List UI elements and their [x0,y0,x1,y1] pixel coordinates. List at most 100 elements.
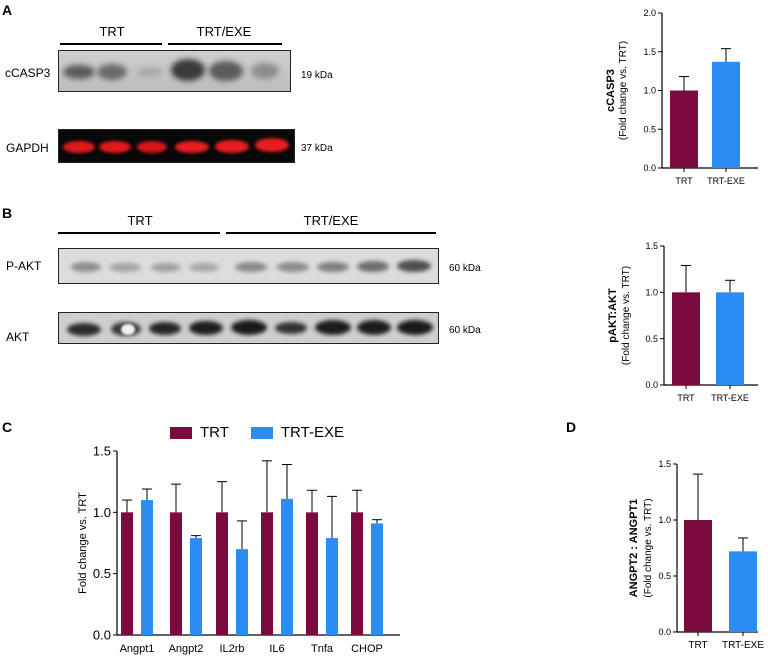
x-tick-label-A: TRT-EXE [707,176,745,186]
panel-letter-c: C [2,419,13,435]
y-axis-title-A: cCASP3 [605,69,617,112]
legend-label-trt-exe: TRT-EXE [280,424,344,441]
blot-band [275,322,307,334]
row-label-p-akt: P-AKT [6,259,42,273]
blot-band [231,320,267,335]
y-tick-label-C: 0.0 [93,628,111,643]
group-label-trt: TRT [99,24,125,39]
y-tick-label-A: 0.5 [643,124,656,134]
x-tick-label-B: TRT [677,393,695,403]
group-line-trt [58,232,220,234]
x-tick-label-c: IL2rb [219,643,244,655]
bar-c-il6-trt-exe [281,498,293,635]
bar-c-chop-trt-exe [371,523,383,635]
bar-c-il2rb-trt-exe [236,549,248,635]
group-label-trt-exe: TRT/EXE [303,213,359,228]
y-tick-label-C: 0.5 [93,566,111,581]
y-tick-label-A: 0.0 [643,163,656,173]
blot-band [357,261,389,272]
y-axis-subtitle-A: (Fold change vs. TRT) [618,41,629,140]
y-tick-label-B: 0.5 [645,334,658,344]
x-tick-label-c: Tnfa [311,643,334,655]
group-line-trt-exe [168,43,282,45]
blot-band [235,262,267,272]
bar-c-angpt1-trt-exe [141,500,153,635]
legend-c: TRT TRT-EXE [170,424,366,441]
blot-band [251,63,279,79]
x-tick-label-c: Angpt2 [169,643,204,655]
blot-band [255,138,289,152]
legend-item-trt: TRT [170,424,229,441]
blot-band [67,323,101,336]
y-tick-label-D: 1.5 [658,459,671,469]
blot-band [315,320,351,335]
kda-akt: 60 kDa [449,325,481,336]
group-line-trt-exe [226,232,436,234]
y-tick-label-D: 1.0 [658,515,671,525]
bar-c-il6-trt [261,512,273,635]
blot-band [151,263,181,272]
blot-band [189,321,223,335]
blot-band [189,263,219,272]
x-tick-label-c: CHOP [351,643,383,655]
x-tick-label-D: TRT [688,640,707,651]
blot-band [63,65,95,79]
bar-A-trt-exe [712,61,740,169]
y-axis-title-B: pAKT:AKT [607,288,619,343]
blot-band [121,324,135,335]
bar-D-trt-exe [729,551,757,632]
y-tick-label-A: 1.5 [643,47,656,57]
bar-B-trt-exe [716,292,744,385]
panel-letter-b: B [2,205,13,221]
blot-band [137,67,163,77]
y-tick-label-C: 1.0 [93,505,111,520]
blot-band [397,320,433,335]
blot-band [277,262,309,272]
blot-band [215,140,249,153]
bar-c-angpt2-trt [170,512,182,635]
bar-c-angpt2-trt-exe [190,538,202,635]
bar-A-trt [670,90,698,168]
row-label-gapdh: GAPDH [6,141,49,155]
blot-ccasp3 [58,50,291,92]
blot-band [397,260,431,272]
bar-c-tnfa-trt-exe [326,538,338,635]
y-tick-label-D: 0.0 [658,627,671,637]
row-label-ccasp3: cCASP3 [5,66,51,80]
blot-band [109,263,141,272]
blot-band [209,61,243,81]
y-axis-title-c: Fold change vs. TRT [77,492,89,594]
bar-D-trt [684,520,712,632]
legend-label-trt: TRT [200,424,229,441]
x-tick-label-c: Angpt1 [120,643,155,655]
blot-gapdh [58,129,295,163]
bar-B-trt [672,292,700,385]
kda-gapdh: 37 kDa [301,143,333,154]
y-tick-label-B: 1.0 [645,287,658,297]
y-tick-label-C: 1.5 [93,444,111,459]
x-tick-label-D: TRT-EXE [722,640,764,651]
legend-swatch-trt-exe [250,426,273,439]
blot-band [137,141,167,153]
blot-band [63,141,95,153]
y-tick-label-D: 0.5 [658,571,671,581]
bar-c-tnfa-trt [306,512,318,635]
blot-p-akt [58,248,439,284]
y-axis-subtitle-D: (Fold change vs. TRT) [643,498,654,597]
legend-item-trt-exe: TRT-EXE [250,424,344,441]
group-line-trt [60,43,162,45]
blot-band [71,262,101,272]
kda-p-akt: 60 kDa [449,263,481,274]
y-tick-label-B: 1.5 [645,241,658,251]
bar-c-il2rb-trt [216,512,228,635]
y-tick-label-A: 2.0 [643,8,656,18]
blot-band [175,141,209,153]
x-tick-label-c: IL6 [269,643,284,655]
y-tick-label-B: 0.0 [645,380,658,390]
y-axis-subtitle-B: (Fold change vs. TRT) [621,266,632,365]
blot-band [171,59,205,81]
blot-band [149,322,181,335]
bar-c-angpt1-trt [121,512,133,635]
group-label-trt-exe: TRT/EXE [196,24,252,39]
blot-band [97,64,127,80]
